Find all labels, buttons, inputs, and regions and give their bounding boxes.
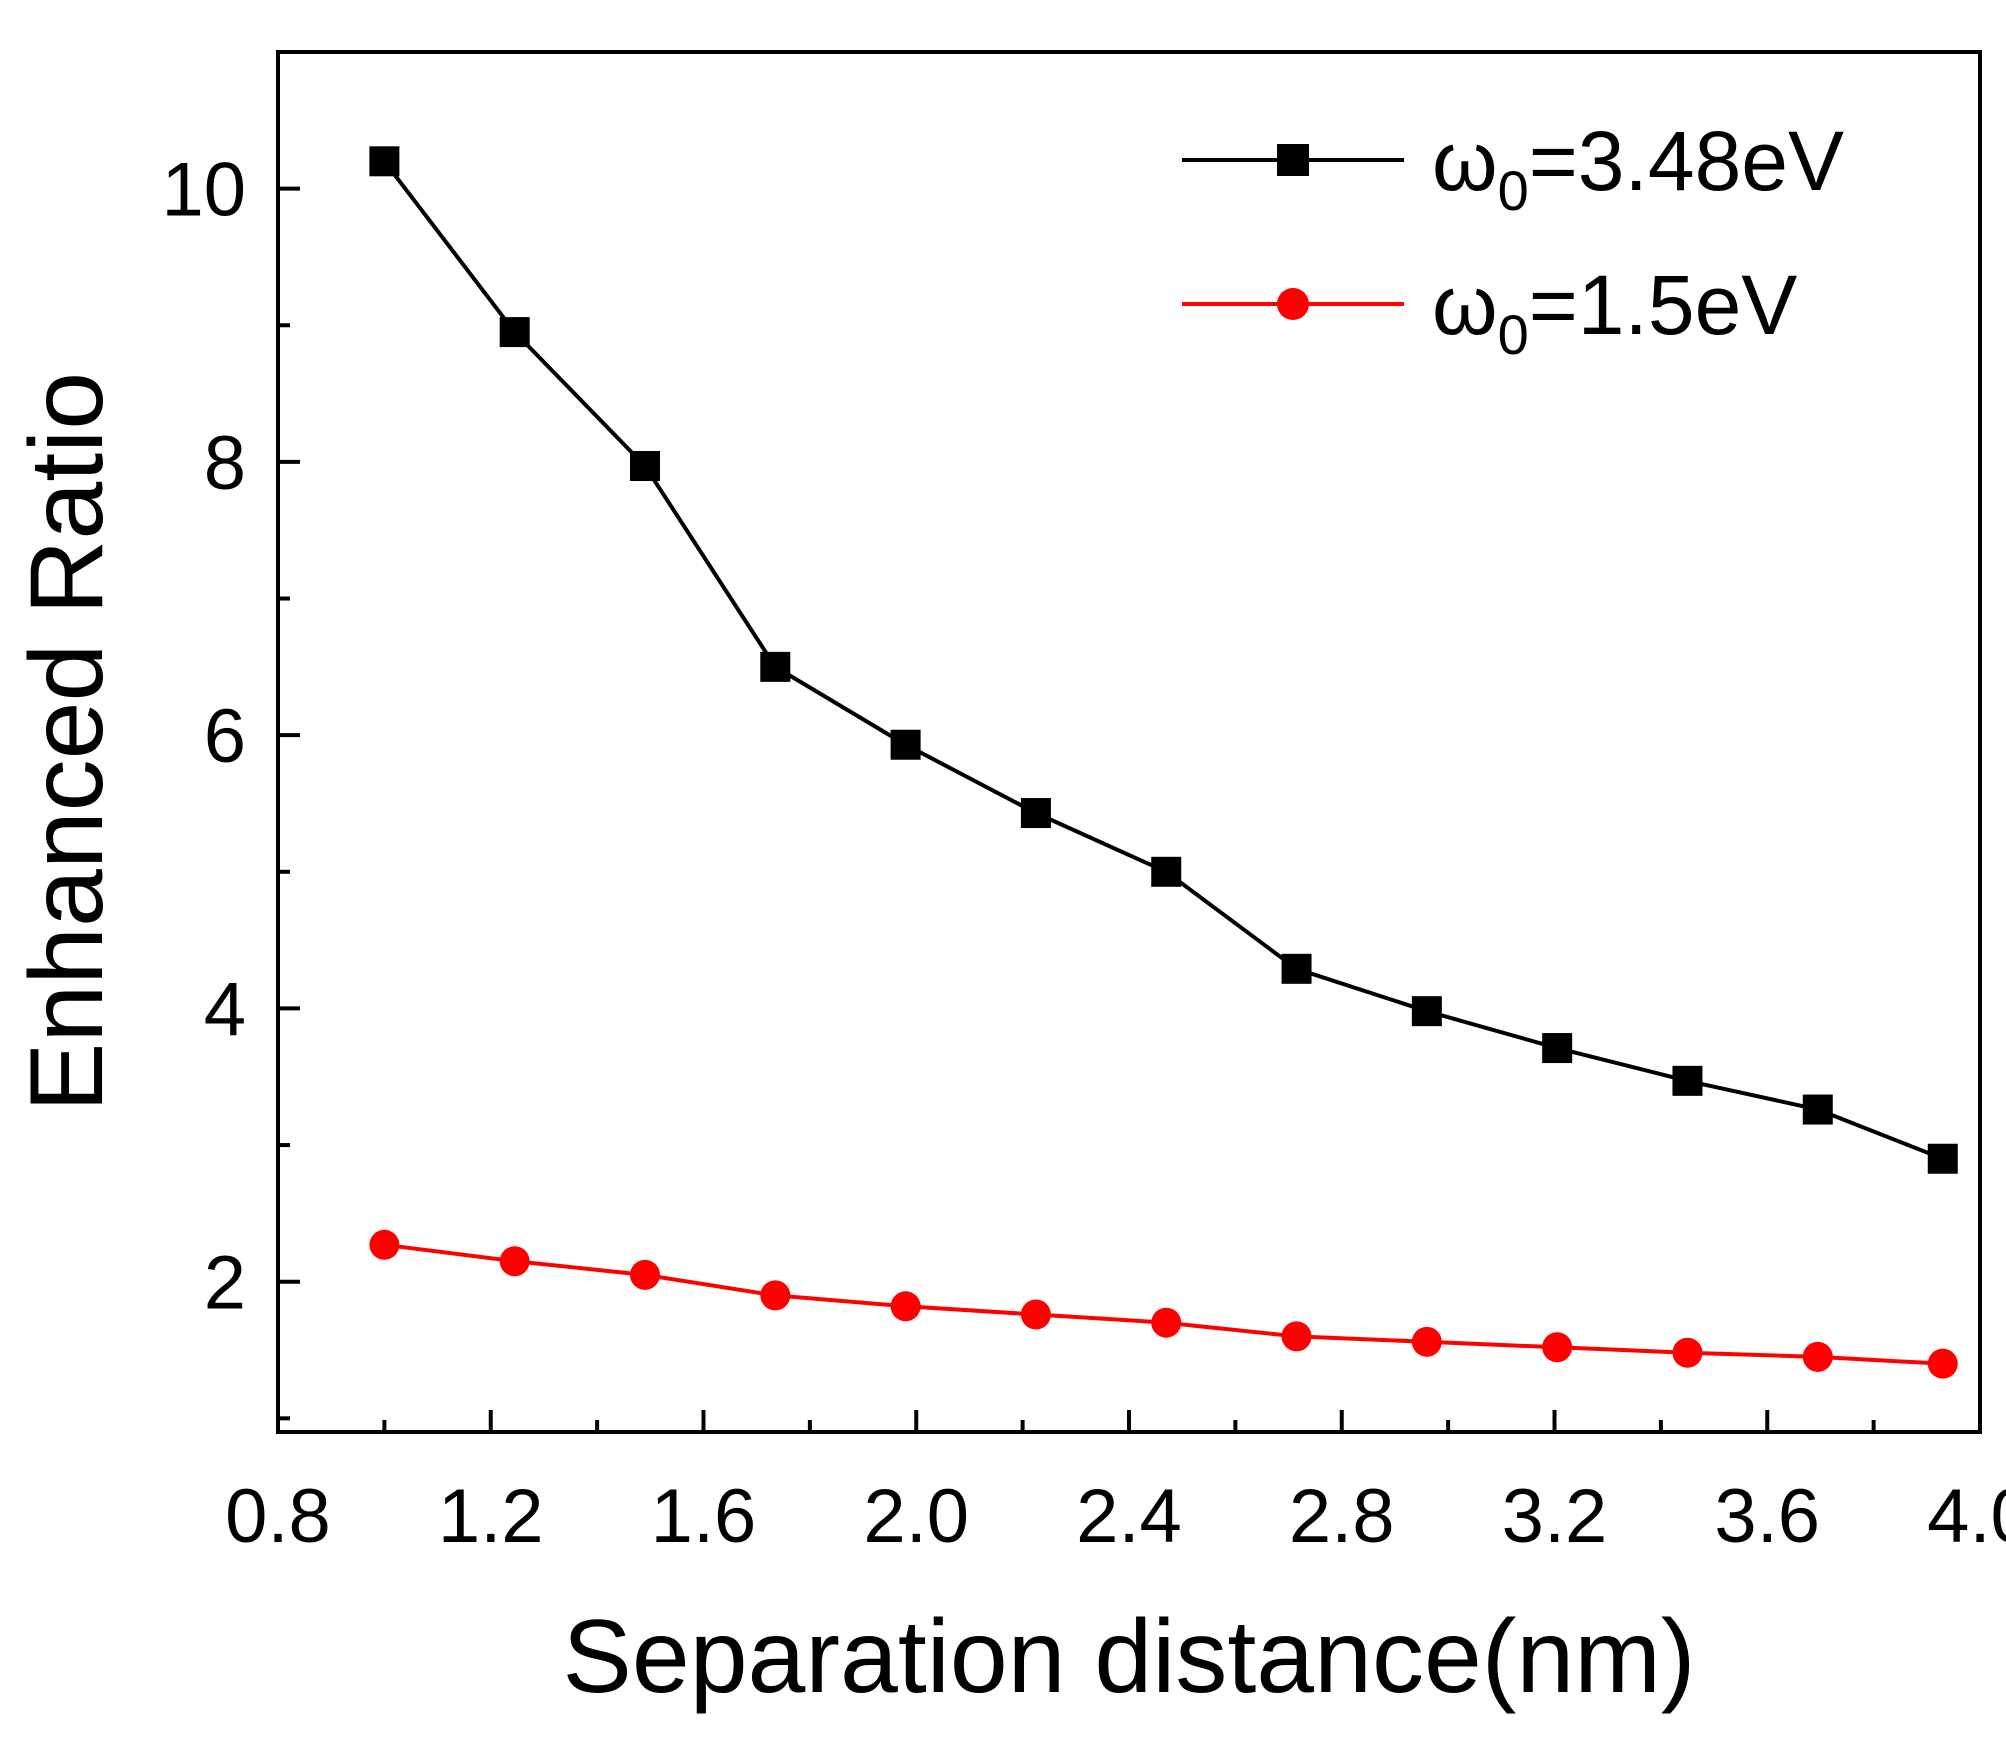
data-point: [1020, 798, 1051, 829]
data-point: [1151, 856, 1182, 887]
legend-label-series-0: ω0=3.48eV: [1432, 114, 1844, 222]
data-point: [1411, 996, 1442, 1027]
y-tick-label: 10: [161, 148, 246, 233]
data-point: [890, 729, 921, 760]
x-tick-label: 0.8: [225, 1474, 331, 1559]
y-tick-label: 8: [204, 421, 246, 506]
data-point: [499, 317, 530, 348]
y-tick-label: 6: [204, 694, 246, 779]
x-tick-label: 1.6: [651, 1474, 757, 1559]
data-point: [629, 451, 660, 481]
series-1: [369, 1229, 1958, 1379]
data-point: [499, 1246, 530, 1277]
legend-marker-series-0: [1277, 144, 1309, 176]
x-tick-label: 3.2: [1502, 1474, 1608, 1559]
x-tick-label: 2.8: [1289, 1474, 1395, 1559]
data-point: [760, 651, 791, 682]
x-tick-label: 1.2: [438, 1474, 544, 1559]
y-tick-label: 4: [204, 967, 246, 1052]
x-tick-label: 4.0: [1927, 1474, 2006, 1559]
x-tick-label: 3.6: [1714, 1474, 1820, 1559]
x-axis-title: Separation distance(nm): [562, 1599, 1695, 1715]
data-point: [369, 146, 400, 177]
data-point: [1927, 1143, 1958, 1174]
y-axis-ticks: 2 4 6 8 10: [161, 148, 300, 1421]
data-point: [1151, 1307, 1182, 1338]
data-point: [1927, 1348, 1958, 1379]
data-point: [1542, 1332, 1573, 1363]
data-point: [1542, 1033, 1573, 1064]
data-point: [1802, 1341, 1833, 1372]
series-layer: [369, 146, 1958, 1379]
data-point: [1802, 1094, 1833, 1125]
data-point: [760, 1280, 791, 1311]
data-point: [629, 1259, 660, 1290]
data-point: [1411, 1326, 1442, 1357]
data-point: [1020, 1299, 1051, 1330]
data-point: [1281, 953, 1312, 984]
x-tick-label: 2.0: [863, 1474, 969, 1559]
legend-marker-series-1: [1277, 288, 1309, 320]
data-point: [369, 1229, 400, 1260]
x-tick-label: 2.4: [1076, 1474, 1182, 1559]
series-0: [369, 146, 1958, 1174]
legend-label-series-1: ω0=1.5eV: [1432, 258, 1797, 366]
legend: ω0=3.48eV ω0=1.5eV: [1182, 114, 1844, 366]
x-axis-ticks: 0.8 1.2 1.6 2.0 2.4 2.8 3.2 3.6 4.0: [225, 1410, 2006, 1559]
y-tick-label: 2: [204, 1241, 246, 1326]
series-line-1: [384, 1242, 1943, 1366]
data-point: [1672, 1065, 1703, 1096]
data-point: [890, 1291, 921, 1322]
y-axis-title: Enhanced Ratio: [9, 372, 125, 1112]
data-point: [1672, 1337, 1703, 1368]
data-point: [1281, 1321, 1312, 1352]
